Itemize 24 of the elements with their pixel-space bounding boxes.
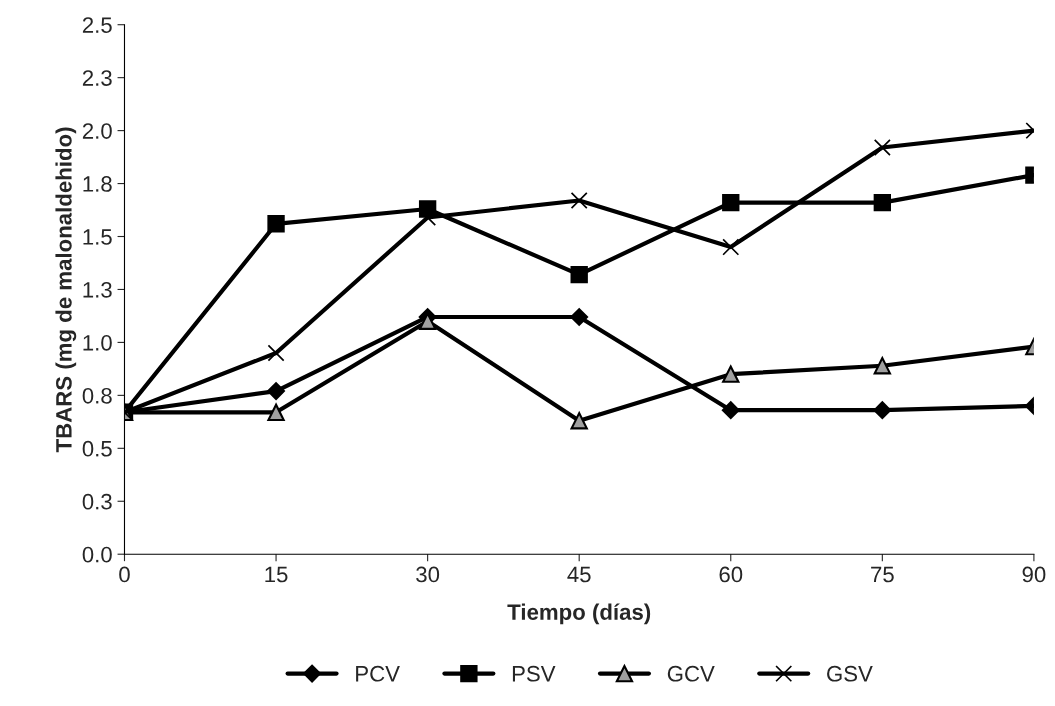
y-tick-label: 0.3 (82, 493, 112, 510)
x-tick-label: 15 (265, 566, 288, 583)
legend-label: GSV (827, 665, 873, 682)
y-tick-label: 1.5 (83, 229, 112, 245)
y-axis-title: TBARS (mg de malonaldehido) (55, 127, 77, 453)
y-tick-label: 1.3 (83, 281, 112, 298)
y-tick-label: 1.0 (83, 334, 112, 351)
x-tick-label: 0 (119, 566, 130, 583)
y-tick-label: 0.5 (82, 440, 112, 457)
x-tick-label: 45 (567, 566, 591, 583)
x-tick-label: 90 (1022, 566, 1046, 583)
legend-label: GCV (667, 665, 715, 682)
y-tick-label: 0.8 (82, 387, 112, 404)
y-tick-label: 1.8 (83, 176, 112, 192)
x-axis-title: Tiempo (días) (507, 603, 651, 625)
y-tick-label: 2.3 (82, 70, 112, 86)
y-tick-label: 2.5 (82, 17, 112, 33)
x-tick-label: 30 (416, 566, 440, 583)
x-tick-label: 60 (719, 566, 743, 583)
y-tick-label: 2.0 (82, 123, 112, 139)
legend-label: PCV (356, 665, 400, 682)
legend-label: PSV (512, 665, 556, 682)
y-tick-label: 0.0 (82, 546, 112, 563)
x-tick-label: 75 (871, 566, 894, 583)
